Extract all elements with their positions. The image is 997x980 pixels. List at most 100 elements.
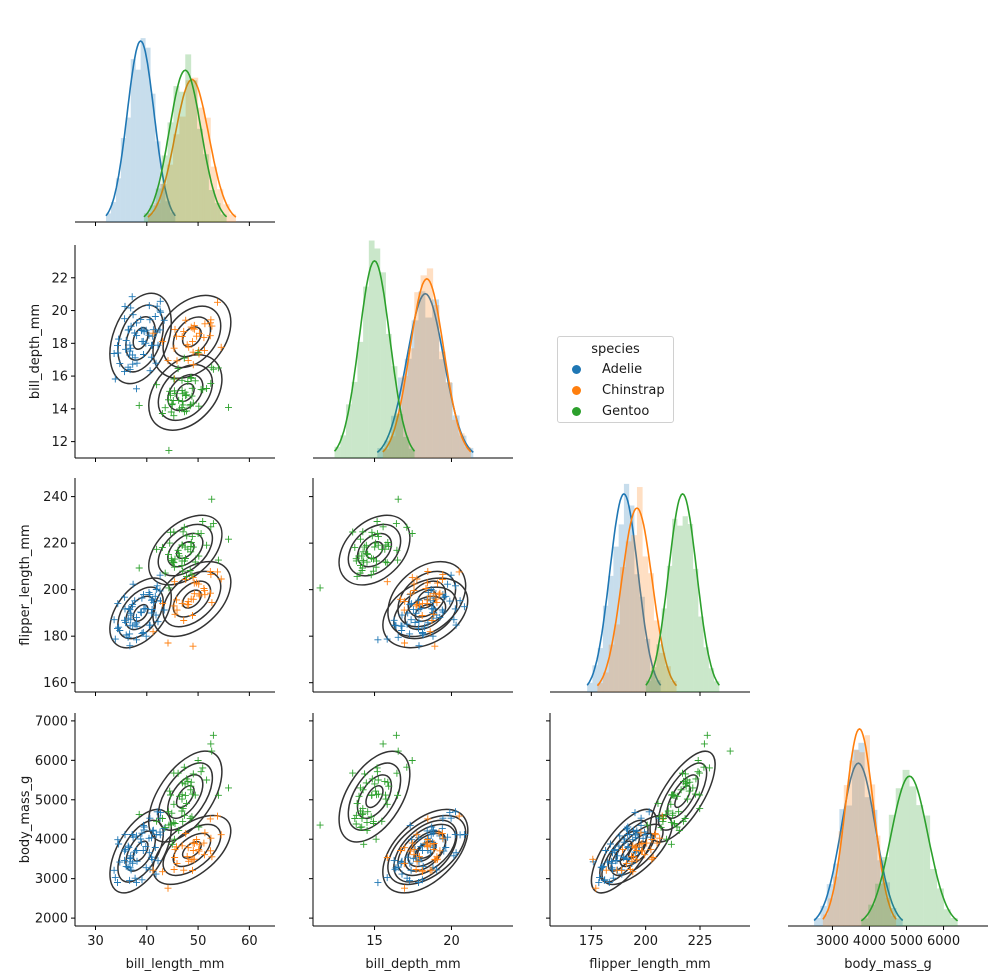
hist-bar-chinstrap [859,752,865,926]
hist-bar-adelie [384,440,392,458]
scatter-points-adelie [374,808,468,887]
x-tick-label-body-mass-g: 6000 [927,934,960,949]
hist-bar-adelie [459,435,467,458]
kde-contour [181,589,202,609]
hist-bar-chinstrap [160,184,167,222]
kde-line-adelie [813,762,904,922]
hist-bar-gentoo [143,213,150,222]
kde-contour [109,577,172,649]
kde-contour [387,560,467,638]
hist-bar-gentoo [179,91,186,222]
hist-bar-adelie [165,201,171,222]
hist-bar-gentoo [191,80,198,223]
hist-bar-chinstrap [833,876,839,926]
hist-bar-chinstrap [869,784,876,926]
y-tick-label-body-mass-g: 3000 [35,872,68,887]
hist-bar-adelie [418,291,426,458]
kde-contour [132,326,149,351]
x-tick-label-bill-depth-mm: 20 [443,934,460,949]
panel-body-mass-g-vs-flipper-length-mm [546,713,750,930]
y-tick-label-body-mass-g: 7000 [35,714,68,729]
kde-contour [172,316,212,358]
hist-bar-adelie [845,805,853,926]
hist-bar-chinstrap [614,624,620,692]
scatter-points-adelie [110,571,168,650]
hist-bar-gentoo [155,188,162,222]
scatter-flipper-length-mm-vs-bill-length-mm [109,495,232,650]
hist-bar-chinstrap [223,204,230,222]
kde-contour [148,354,223,431]
panel-bill-depth-mm-vs-bill-length-mm [71,245,275,462]
hist-bar-adelie [852,749,859,926]
hist-bar-gentoo [861,918,869,926]
hist-bar-gentoo [661,608,667,692]
x-tick-label-bill-length-mm: 50 [190,934,207,949]
kde-contour [649,750,716,843]
y-tick-label-flipper-length-mm: 180 [43,630,68,645]
scatter-points-chinstrap [383,812,463,892]
hist-bar-adelie [110,202,116,222]
panel-flipper-length-mm-vs-bill-depth-mm [309,478,513,696]
panel-bill-length-mm-vs-bill-length-mm [75,221,275,226]
hist-bar-adelie [439,359,446,458]
y-tick-label-body-mass-g: 5000 [35,793,68,808]
hist-bar-chinstrap [838,831,844,926]
hist-bar-adelie [634,574,640,692]
hist-bar-gentoo [645,680,652,692]
kde-contour [387,814,467,886]
y-axis-label-flipper-length-mm: flipper_length_mm [18,524,33,645]
kde-line-gentoo [333,259,416,452]
scatter-points-chinstrap [149,298,225,383]
kde-contour [162,305,222,369]
hist-bar-adelie [466,447,474,458]
panel-flipper-length-mm-vs-flipper-length-mm [550,691,750,696]
diagonal-body-mass-g [813,727,959,926]
diagonal-flipper-length-mm [586,483,720,692]
scatter-flipper-length-mm-vs-bill-depth-mm [316,495,469,650]
hist-bar-chinstrap [445,382,452,458]
hist-bar-chinstrap [382,449,390,458]
x-axis-label-flipper-length-mm: flipper_length_mm [589,957,710,972]
hist-bar-gentoo [345,404,352,458]
kde-contour [152,814,232,886]
hist-bar-chinstrap [659,652,666,692]
hist-bar-adelie [608,575,614,692]
hist-bar-adelie [170,212,176,222]
y-tick-label-flipper-length-mm: 220 [43,537,68,552]
x-tick-label-flipper-length-mm: 200 [633,934,658,949]
hist-bar-gentoo [374,248,381,458]
hist-bar-gentoo [875,883,882,926]
legend-label-chinstrap: Chinstrap [602,383,665,398]
kde-contour [157,363,214,422]
x-axis-label-bill-depth-mm: bill_depth_mm [365,957,460,972]
hist-bar-gentoo [173,86,180,222]
hist-bar-adelie [150,93,156,222]
hist-bar-adelie [391,415,398,458]
scatter-body-mass-g-vs-bill-length-mm [109,731,232,894]
panel-bill-depth-mm-vs-bill-depth-mm [313,457,513,462]
kde-line-chinstrap [147,78,237,218]
hist-bar-chinstrap [191,77,199,223]
hist-bar-adelie [404,358,412,458]
hist-bar-chinstrap [670,680,677,692]
hist-bar-chinstrap [229,214,236,222]
hist-bar-adelie [135,69,141,223]
kde-contour [132,603,149,622]
hist-bar-chinstrap [451,419,459,458]
hist-bar-chinstrap [217,189,224,222]
scatter-points-gentoo [316,731,416,848]
hist-bar-gentoo [368,240,375,458]
y-tick-label-bill-depth-mm: 20 [51,304,68,319]
scatter-points-chinstrap [383,568,463,650]
kde-line-gentoo [143,69,228,218]
kde-contour [125,595,157,631]
hist-bar-gentoo [895,788,903,926]
hist-bar-adelie [587,682,593,692]
panel-flipper-length-mm-vs-bill-length-mm [71,478,275,696]
hist-bar-gentoo [943,909,951,926]
hist-bar-gentoo [687,524,694,692]
hist-bar-chinstrap [822,914,829,926]
y-tick-label-body-mass-g: 2000 [35,912,68,927]
hist-bar-gentoo [185,54,192,222]
